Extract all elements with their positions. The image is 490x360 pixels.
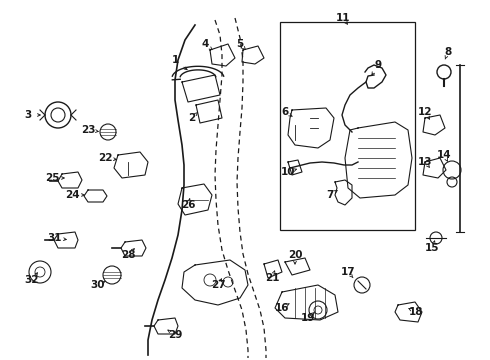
Text: 16: 16 bbox=[275, 303, 289, 313]
Text: 7: 7 bbox=[326, 190, 334, 200]
Text: 13: 13 bbox=[418, 157, 432, 167]
Text: 27: 27 bbox=[211, 280, 225, 290]
Text: 29: 29 bbox=[168, 330, 182, 340]
Text: 26: 26 bbox=[181, 200, 195, 210]
Text: 28: 28 bbox=[121, 250, 135, 260]
Text: 15: 15 bbox=[425, 243, 439, 253]
Text: 4: 4 bbox=[201, 39, 209, 49]
Bar bbox=[280, 22, 415, 230]
Text: 31: 31 bbox=[48, 233, 62, 243]
Text: 12: 12 bbox=[418, 107, 432, 117]
Text: 5: 5 bbox=[236, 39, 244, 49]
Text: 1: 1 bbox=[172, 55, 179, 65]
Text: 10: 10 bbox=[281, 167, 295, 177]
Text: 23: 23 bbox=[81, 125, 95, 135]
Text: 25: 25 bbox=[45, 173, 59, 183]
Text: 3: 3 bbox=[24, 110, 32, 120]
Text: 14: 14 bbox=[437, 150, 451, 160]
Text: 20: 20 bbox=[288, 250, 302, 260]
Text: 2: 2 bbox=[188, 113, 196, 123]
Text: 30: 30 bbox=[91, 280, 105, 290]
Text: 8: 8 bbox=[444, 47, 452, 57]
Text: 19: 19 bbox=[301, 313, 315, 323]
Text: 22: 22 bbox=[98, 153, 112, 163]
Text: 21: 21 bbox=[265, 273, 279, 283]
Text: 6: 6 bbox=[281, 107, 289, 117]
Text: 18: 18 bbox=[409, 307, 423, 317]
Text: 17: 17 bbox=[341, 267, 355, 277]
Text: 9: 9 bbox=[374, 60, 382, 70]
Text: 11: 11 bbox=[336, 13, 350, 23]
Text: 32: 32 bbox=[25, 275, 39, 285]
Text: 24: 24 bbox=[65, 190, 79, 200]
